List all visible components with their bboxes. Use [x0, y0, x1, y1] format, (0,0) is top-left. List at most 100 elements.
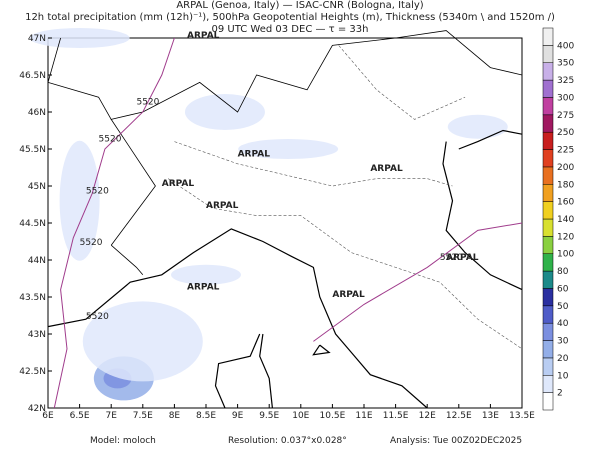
watermark: ARPAL — [332, 290, 365, 300]
colorbar-label: 160 — [557, 198, 574, 208]
lat-label: 46N — [28, 108, 46, 118]
region-boundary — [338, 45, 466, 120]
colorbar-swatch — [542, 97, 554, 116]
contour-label: 5520 — [86, 312, 109, 322]
colorbar-label: 100 — [557, 250, 574, 260]
colorbar-label: 180 — [557, 180, 574, 190]
thickness-contour — [313, 222, 523, 342]
precip-area — [82, 301, 203, 382]
lon-label: 7E — [105, 411, 117, 421]
colorbar-swatch — [542, 270, 554, 289]
lon-label: 11.5E — [383, 411, 409, 421]
coastline — [312, 344, 331, 356]
lat-label: 43N — [28, 330, 46, 340]
lon-label: 12.5E — [446, 411, 472, 421]
lat-label: 42N — [28, 404, 46, 414]
contour-label: 5520 — [99, 135, 122, 145]
coastline — [47, 228, 428, 409]
precip-area — [171, 264, 241, 285]
lon-label: 10E — [292, 411, 309, 421]
lon-label: 13.5E — [509, 411, 535, 421]
colorbar-label: 120 — [557, 232, 574, 242]
colorbar-swatch — [542, 322, 554, 341]
colorbar-swatch — [542, 375, 554, 393]
lon-label: 11E — [355, 411, 372, 421]
colorbar-label: 40 — [557, 319, 569, 329]
colorbar-swatch — [542, 236, 554, 254]
coastline — [259, 333, 273, 409]
colorbar-swatch — [542, 305, 554, 324]
coastline — [442, 141, 523, 291]
lat-label: 44N — [28, 256, 46, 266]
lon-label: 9E — [232, 411, 244, 421]
footer-analysis: Analysis: Tue 00Z02DEC2025 — [390, 436, 522, 446]
lon-label: 7.5E — [133, 411, 153, 421]
colorbar-label: 2 — [557, 389, 563, 399]
colorbar-swatch — [542, 253, 554, 272]
colorbar-label: 325 — [557, 76, 574, 86]
colorbar-label: 50 — [557, 302, 569, 312]
precip-area — [447, 114, 508, 139]
watermark: ARPAL — [187, 283, 220, 293]
colorbar-label: 225 — [557, 146, 574, 156]
lon-label: 8E — [169, 411, 181, 421]
header-line: 09 UTC Wed 03 DEC — τ = 33h — [212, 24, 369, 35]
colorbar-swatch — [542, 218, 554, 237]
watermark: ARPAL — [187, 31, 220, 41]
colorbar-swatch — [542, 166, 554, 185]
precip-area — [238, 139, 339, 159]
lon-label: 12E — [419, 411, 436, 421]
footer-resolution: Resolution: 0.037°x0.028° — [228, 436, 347, 446]
colorbar-label: 20 — [557, 354, 569, 364]
lon-label: 6E — [42, 411, 54, 421]
colorbar-label: 80 — [557, 267, 569, 277]
precip-area — [184, 94, 265, 130]
colorbar-label: 275 — [557, 111, 574, 121]
colorbar-swatch — [542, 62, 554, 81]
footer-model: Model: moloch — [90, 436, 156, 446]
colorbar-swatch — [542, 201, 554, 220]
contour-label: 5520 — [86, 186, 109, 196]
colorbar-swatch — [542, 79, 554, 98]
border — [110, 244, 144, 276]
map-layer: 552055205520552055205520ARPALARPALARPALA… — [29, 28, 523, 409]
colorbar-label: 60 — [557, 284, 569, 294]
lat-label: 46.5N — [19, 71, 46, 81]
colorbar-swatch — [542, 340, 554, 359]
colorbar-swatch — [542, 27, 554, 46]
contour-label: 5520 — [136, 98, 159, 108]
colorbar-label: 10 — [557, 371, 569, 381]
colorbar-swatch — [542, 392, 554, 411]
coastline — [214, 333, 261, 409]
border — [47, 37, 112, 120]
lon-label: 13E — [482, 411, 499, 421]
watermark: ARPAL — [370, 164, 403, 174]
colorbar-label: 250 — [557, 128, 574, 138]
colorbar-label: 140 — [557, 215, 574, 225]
precip-area — [59, 140, 100, 261]
lat-label: 45.5N — [19, 145, 46, 155]
lat-label: 43.5N — [19, 293, 46, 303]
lat-label: 45N — [28, 182, 46, 192]
lon-label: 6.5E — [70, 411, 90, 421]
colorbar-swatch — [542, 131, 554, 150]
height-contour — [53, 37, 175, 409]
colorbar-label: 400 — [557, 41, 574, 51]
precip-area — [29, 28, 130, 48]
watermark: ARPAL — [446, 253, 479, 263]
coastline — [458, 129, 523, 150]
lat-label: 44.5N — [19, 219, 46, 229]
lon-label: 10.5E — [320, 411, 346, 421]
colorbar-label: 30 — [557, 337, 569, 347]
colorbar-label: 350 — [557, 59, 574, 69]
lat-label: 47N — [28, 34, 46, 44]
lon-label: 8.5E — [196, 411, 216, 421]
colorbar-swatch — [542, 357, 554, 376]
watermark: ARPAL — [238, 149, 271, 159]
contour-label: 5520 — [80, 238, 103, 248]
colorbar-swatch — [542, 288, 554, 307]
header-line: 12h total precipitation (mm (12h)⁻¹), 50… — [25, 12, 555, 23]
watermark: ARPAL — [162, 179, 195, 189]
colorbar-swatch — [542, 114, 554, 133]
